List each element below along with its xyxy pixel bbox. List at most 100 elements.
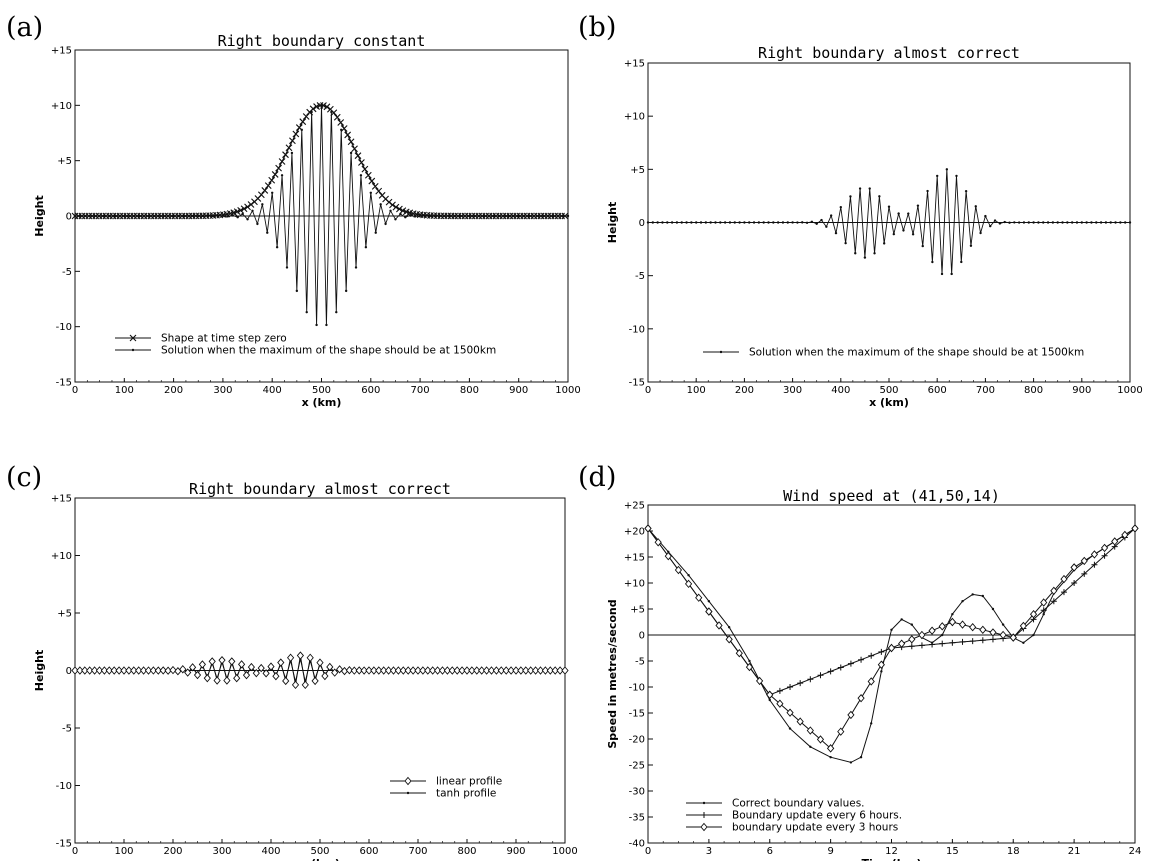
series-linear-profile-point bbox=[95, 666, 104, 675]
y-axis-label: Height bbox=[33, 195, 46, 236]
series-update-3h-point bbox=[654, 538, 662, 547]
series-update-6h-point bbox=[817, 672, 824, 679]
x-tick-label: 6 bbox=[767, 846, 773, 857]
panel-label: (b) bbox=[578, 12, 616, 43]
series-correct-datapoint bbox=[890, 628, 893, 631]
x-tick-label: 200 bbox=[164, 385, 183, 396]
series-linear-profile-point bbox=[189, 663, 197, 672]
series-update-3h-datapoint bbox=[766, 690, 774, 699]
x-tick-label: 500 bbox=[310, 846, 329, 857]
series-solution-point bbox=[280, 174, 284, 177]
series-solution-point bbox=[1080, 221, 1084, 224]
series-linear-profile-point bbox=[478, 666, 486, 675]
series-solution-point bbox=[815, 222, 818, 225]
series-linear-profile-point bbox=[86, 666, 94, 675]
x-tick-label: 15 bbox=[946, 846, 959, 857]
series-update-6h-point bbox=[929, 641, 936, 648]
series-solution-point bbox=[285, 266, 289, 269]
series-linear-profile-point bbox=[517, 666, 525, 675]
series-linear-profile-point bbox=[135, 666, 143, 675]
series-update-3h-point bbox=[715, 621, 723, 630]
series-solution-point bbox=[979, 231, 982, 235]
series-linear-profile-point bbox=[306, 653, 314, 662]
series-linear-profile-point bbox=[218, 655, 226, 665]
series-solution-point bbox=[854, 252, 857, 255]
series-linear-profile-point bbox=[267, 662, 275, 671]
series-solution-point bbox=[1109, 221, 1112, 224]
series-update-3h-point bbox=[664, 551, 672, 561]
chart-title: Right boundary almost correct bbox=[189, 480, 451, 498]
x-tick-label: 900 bbox=[506, 846, 525, 857]
series-solution-point bbox=[349, 151, 353, 155]
series-update-6h-point bbox=[827, 668, 834, 675]
series-solution-point bbox=[974, 205, 977, 208]
series-update-3h-point bbox=[725, 635, 733, 644]
series-solution-point bbox=[364, 246, 368, 249]
x-tick-label: 400 bbox=[831, 385, 850, 396]
series-linear-profile-point bbox=[125, 666, 133, 675]
series-linear-profile-point bbox=[282, 676, 290, 686]
series-correct-datapoint bbox=[880, 670, 883, 673]
x-tick-label: 900 bbox=[509, 385, 528, 396]
y-tick-label: -15 bbox=[56, 378, 72, 389]
series-linear-profile-point bbox=[252, 668, 260, 678]
y-tick-label: -10 bbox=[56, 322, 72, 333]
series-update-6h-point bbox=[949, 639, 956, 646]
series-solution-point bbox=[690, 221, 693, 224]
series-update-3h-line bbox=[647, 527, 1136, 750]
chart-panel-b: (b) Right boundary almost correct 0 100 200 3… bbox=[578, 12, 1143, 409]
series-linear-profile-point bbox=[546, 666, 554, 675]
series-shape-point bbox=[392, 203, 400, 211]
series-correct-datapoint bbox=[829, 756, 832, 759]
legend-label: Boundary update every 6 hours. bbox=[732, 810, 902, 822]
y-tick-label: +5 bbox=[57, 609, 72, 620]
series-solution-point bbox=[955, 174, 958, 178]
y-tick-label: -15 bbox=[629, 709, 645, 720]
y-tick-label: +15 bbox=[624, 59, 645, 70]
series-shape-point bbox=[371, 182, 379, 190]
series-solution-point bbox=[993, 219, 997, 222]
chart-panel-a: (a) Right boundary constant 0 100 200 300 400 5… bbox=[6, 12, 581, 409]
chart-title: Wind speed at (41,50,14) bbox=[783, 487, 1000, 505]
series-linear-profile-point bbox=[453, 666, 461, 675]
series-solution-point bbox=[675, 221, 679, 224]
series-solution-point bbox=[964, 189, 968, 193]
series-update-3h-point bbox=[938, 622, 946, 631]
series-solution-point bbox=[762, 221, 765, 224]
series-update-3h-point bbox=[847, 710, 855, 720]
series-shape-point bbox=[264, 182, 272, 189]
series-solution-point bbox=[344, 289, 348, 293]
series-shape-point bbox=[333, 113, 341, 121]
series-shape-point bbox=[275, 164, 282, 172]
series-solution-point bbox=[256, 222, 259, 226]
series-update-3h-point bbox=[857, 693, 865, 703]
series-update-3h-point bbox=[756, 676, 764, 686]
series-solution-point bbox=[829, 214, 833, 217]
series-shape-point bbox=[354, 152, 362, 160]
series-correct-datapoint bbox=[991, 607, 995, 611]
y-tick-label: 0 bbox=[66, 666, 72, 677]
series-solution-point bbox=[1070, 221, 1074, 224]
y-tick-label: +25 bbox=[624, 501, 645, 512]
series-update-3h-point bbox=[796, 717, 804, 726]
series-update-6h-point bbox=[837, 664, 844, 671]
series-linear-profile-point bbox=[100, 666, 108, 675]
series-solution-point bbox=[738, 221, 741, 224]
legend-marker bbox=[700, 822, 708, 832]
series-solution-point bbox=[1090, 221, 1093, 224]
series-update-6h-point bbox=[787, 684, 794, 690]
series-correct-datapoint bbox=[981, 594, 985, 598]
y-tick-label: -5 bbox=[62, 724, 72, 735]
legend-marker bbox=[404, 776, 412, 786]
y-tick-label: -5 bbox=[62, 267, 72, 278]
series-update-3h-point bbox=[979, 625, 987, 634]
series-solution-point bbox=[849, 195, 852, 198]
series-solution-point bbox=[907, 212, 910, 215]
series-linear-profile-point bbox=[262, 669, 270, 678]
y-tick-label: +15 bbox=[624, 553, 645, 564]
series-solution-point bbox=[998, 222, 1002, 225]
series-solution-point bbox=[384, 222, 387, 226]
series-solution-point bbox=[776, 221, 780, 224]
legend-marker bbox=[701, 812, 707, 818]
